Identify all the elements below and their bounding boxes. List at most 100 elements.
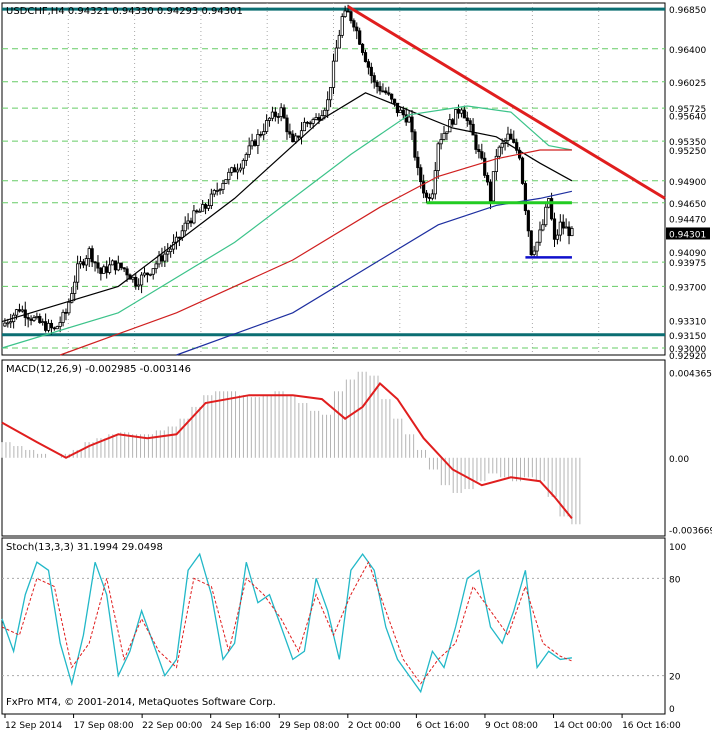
candle-body[interactable] — [32, 317, 36, 321]
candle-body[interactable] — [410, 116, 414, 133]
candle-body[interactable] — [276, 116, 280, 118]
candle-body[interactable] — [38, 316, 42, 323]
candle-body[interactable] — [366, 61, 370, 68]
candle-body[interactable] — [119, 262, 123, 269]
candle-body[interactable] — [302, 121, 307, 132]
candle-body[interactable] — [445, 131, 449, 134]
candle-body[interactable] — [169, 248, 173, 252]
candle-body[interactable] — [192, 210, 196, 224]
candle-body[interactable] — [340, 16, 344, 36]
candle-body[interactable] — [250, 140, 254, 147]
candle-body[interactable] — [401, 109, 405, 116]
candle-body[interactable] — [430, 193, 434, 199]
candle-body[interactable] — [558, 221, 562, 236]
candle-body[interactable] — [355, 26, 359, 32]
candle-body[interactable] — [419, 167, 423, 183]
candle-body[interactable] — [29, 318, 33, 321]
candle-body[interactable] — [267, 117, 272, 121]
candle-body[interactable] — [221, 182, 225, 190]
candle-body[interactable] — [387, 92, 391, 95]
candle-body[interactable] — [288, 131, 292, 135]
candle-body[interactable] — [241, 159, 245, 169]
candle-body[interactable] — [14, 309, 19, 316]
candle-body[interactable] — [212, 190, 216, 195]
candle-body[interactable] — [78, 261, 83, 265]
candle-body[interactable] — [454, 109, 458, 125]
candle-body[interactable] — [506, 133, 510, 141]
candle-body[interactable] — [17, 309, 22, 312]
candle-body[interactable] — [378, 86, 382, 92]
candle-body[interactable] — [552, 218, 557, 240]
candle-body[interactable] — [64, 311, 68, 314]
candle-body[interactable] — [131, 276, 135, 280]
candle-body[interactable] — [247, 145, 251, 155]
candle-body[interactable] — [3, 322, 7, 327]
candle-body[interactable] — [183, 222, 187, 232]
candle-body[interactable] — [84, 258, 88, 266]
candle-body[interactable] — [491, 171, 496, 202]
candle-body[interactable] — [427, 197, 432, 199]
candle-body[interactable] — [416, 156, 420, 169]
candle-body[interactable] — [198, 210, 202, 213]
candle-body[interactable] — [203, 204, 208, 209]
candle-body[interactable] — [358, 30, 362, 45]
candle-body[interactable] — [52, 327, 56, 330]
candle-body[interactable] — [433, 170, 437, 195]
candle-body[interactable] — [381, 90, 385, 93]
candle-body[interactable] — [529, 230, 533, 255]
candle-body[interactable] — [139, 274, 144, 286]
candle-body[interactable] — [451, 119, 455, 125]
candle-body[interactable] — [390, 93, 394, 100]
candle-body[interactable] — [73, 281, 77, 294]
candle-body[interactable] — [497, 146, 501, 157]
candle-body[interactable] — [512, 138, 516, 143]
candle-body[interactable] — [294, 135, 298, 143]
candle-body[interactable] — [125, 268, 129, 276]
candle-body[interactable] — [448, 119, 452, 133]
candle-body[interactable] — [392, 98, 397, 104]
candle-body[interactable] — [349, 11, 353, 22]
candle-body[interactable] — [230, 167, 234, 173]
trend-line[interactable] — [347, 5, 666, 200]
candle-body[interactable] — [116, 262, 120, 271]
candle-body[interactable] — [500, 143, 504, 148]
candle-body[interactable] — [407, 116, 411, 123]
candle-body[interactable] — [195, 210, 199, 213]
candle-body[interactable] — [334, 47, 339, 62]
candle-body[interactable] — [526, 210, 530, 232]
candle-body[interactable] — [177, 236, 181, 239]
candle-body[interactable] — [93, 261, 97, 264]
candle-body[interactable] — [238, 167, 243, 171]
candle-body[interactable] — [555, 234, 560, 240]
candle-body[interactable] — [262, 131, 266, 136]
candle-body[interactable] — [180, 230, 184, 238]
candle-body[interactable] — [41, 321, 45, 324]
candle-body[interactable] — [137, 284, 141, 287]
candle-body[interactable] — [483, 157, 487, 176]
candle-body[interactable] — [538, 229, 542, 243]
candle-body[interactable] — [375, 81, 379, 87]
candle-body[interactable] — [480, 151, 484, 159]
candle-body[interactable] — [337, 34, 341, 49]
candle-body[interactable] — [58, 322, 62, 327]
candle-body[interactable] — [96, 262, 100, 269]
candle-body[interactable] — [291, 133, 295, 143]
stochastic-panel[interactable] — [1, 537, 666, 715]
candle-body[interactable] — [44, 321, 48, 331]
candle-body[interactable] — [544, 206, 548, 226]
candle-body[interactable] — [76, 263, 80, 283]
candle-body[interactable] — [163, 253, 167, 262]
candle-body[interactable] — [189, 220, 193, 224]
candle-body[interactable] — [209, 193, 213, 206]
candle-body[interactable] — [201, 204, 205, 212]
candle-body[interactable] — [459, 109, 464, 114]
candle-body[interactable] — [404, 114, 408, 123]
candle-body[interactable] — [35, 316, 39, 318]
candle-body[interactable] — [134, 276, 138, 287]
candle-body[interactable] — [270, 111, 275, 119]
candle-body[interactable] — [235, 169, 240, 173]
candle-body[interactable] — [256, 133, 260, 146]
candle-body[interactable] — [233, 167, 237, 173]
candle-body[interactable] — [372, 75, 376, 83]
candle-body[interactable] — [253, 140, 257, 146]
